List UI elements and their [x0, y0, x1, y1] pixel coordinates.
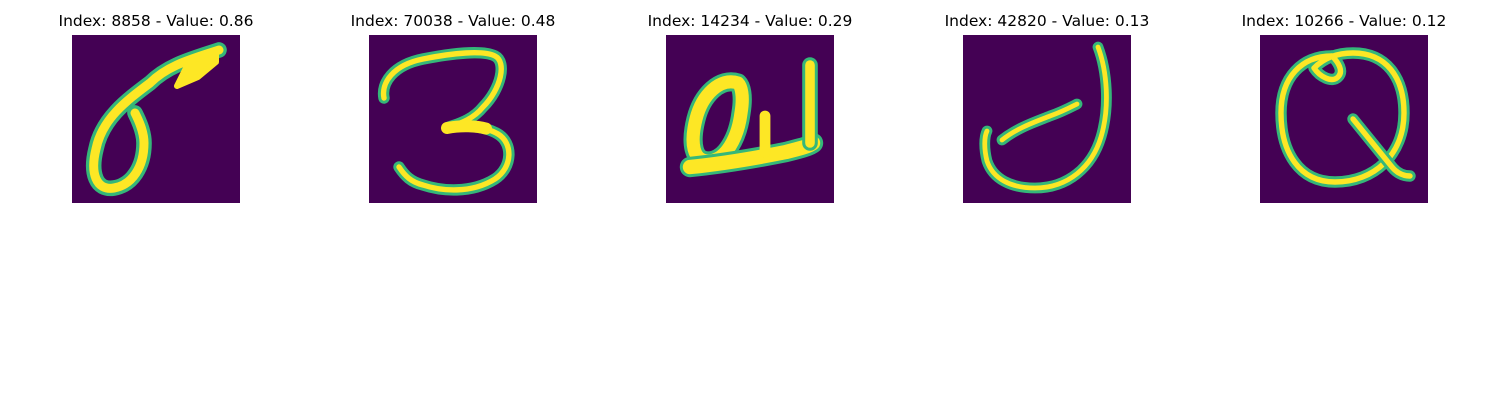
panel-title: Index: 8858 - Value: 0.86: [58, 12, 254, 30]
digit-3-image: [369, 35, 537, 203]
panel-title: Index: 10266 - Value: 0.12: [1241, 12, 1447, 30]
digit-6-image: [72, 35, 240, 203]
panel-title: Index: 42820 - Value: 0.13: [944, 12, 1150, 30]
panel-title: Index: 70038 - Value: 0.48: [350, 12, 556, 30]
letter-a-image: [666, 35, 834, 203]
letter-q-image: [1260, 35, 1428, 203]
letter-j-image: [963, 35, 1131, 203]
panel-title: Index: 14234 - Value: 0.29: [647, 12, 853, 30]
